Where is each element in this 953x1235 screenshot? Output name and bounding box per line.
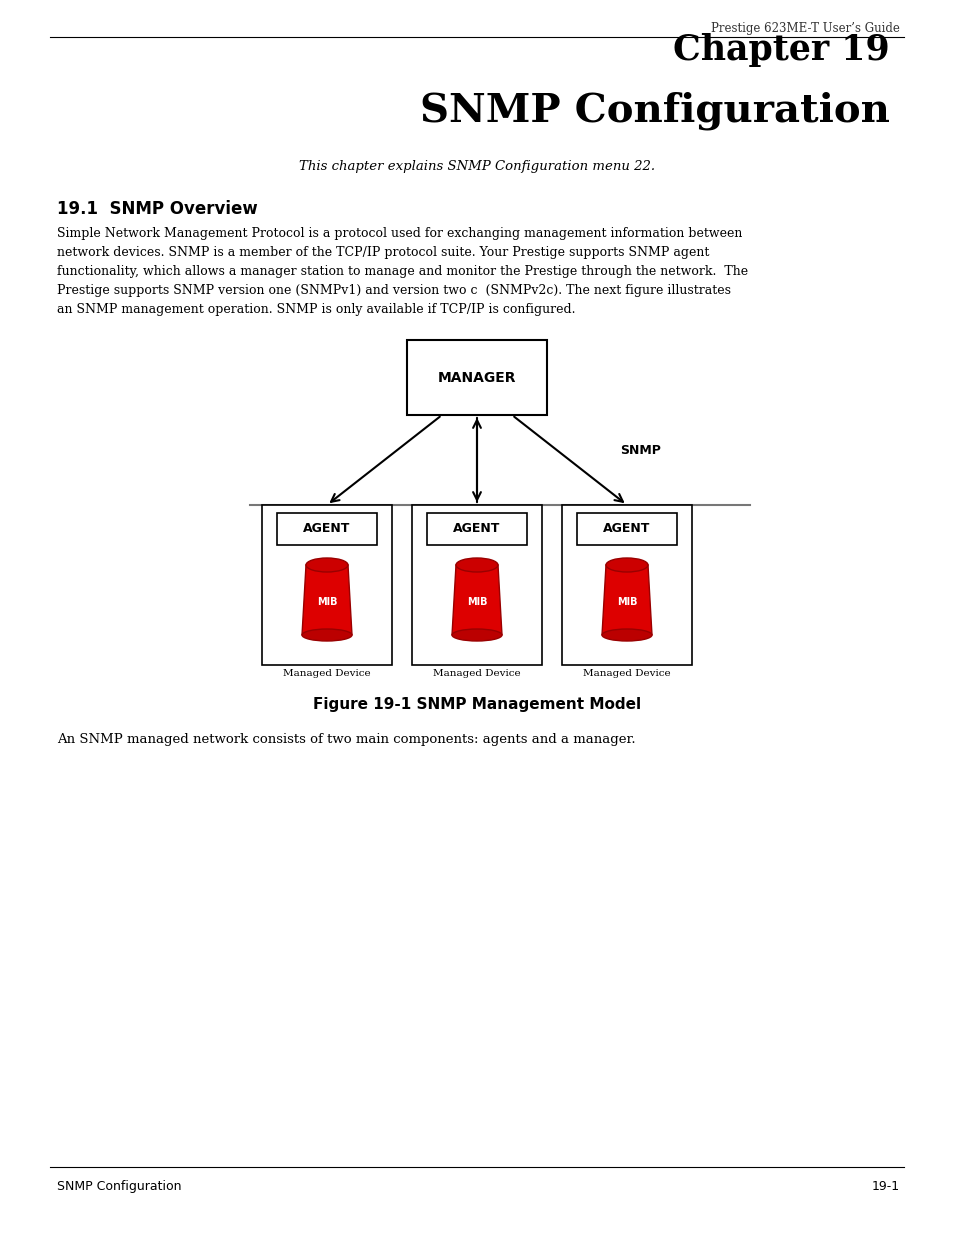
Bar [577, 513, 677, 545]
Text: AGENT: AGENT [303, 522, 351, 536]
Bar [407, 340, 546, 415]
Text: Managed Device: Managed Device [433, 669, 520, 678]
Polygon shape [601, 564, 651, 635]
Text: Managed Device: Managed Device [283, 669, 371, 678]
Ellipse shape [452, 629, 501, 641]
Text: SNMP: SNMP [619, 443, 660, 457]
Text: This chapter explains SNMP Configuration menu 22.: This chapter explains SNMP Configuration… [298, 161, 655, 173]
Text: Figure 19-1 SNMP Management Model: Figure 19-1 SNMP Management Model [313, 697, 640, 713]
Text: SNMP Configuration: SNMP Configuration [57, 1179, 181, 1193]
Text: AGENT: AGENT [602, 522, 650, 536]
Text: 19.1  SNMP Overview: 19.1 SNMP Overview [57, 200, 257, 219]
Text: network devices. SNMP is a member of the TCP/IP protocol suite. Your Prestige su: network devices. SNMP is a member of the… [57, 246, 709, 259]
Polygon shape [452, 564, 501, 635]
Text: MIB: MIB [316, 597, 337, 606]
Text: MIB: MIB [616, 597, 637, 606]
Bar [276, 513, 376, 545]
Text: Chapter 19: Chapter 19 [673, 33, 889, 67]
Text: Prestige 623ME-T User’s Guide: Prestige 623ME-T User’s Guide [710, 22, 899, 35]
Text: Prestige supports SNMP version one (SNMPv1) and version two c  (SNMPv2c). The ne: Prestige supports SNMP version one (SNMP… [57, 284, 730, 296]
Text: Simple Network Management Protocol is a protocol used for exchanging management : Simple Network Management Protocol is a … [57, 227, 741, 240]
Text: 19-1: 19-1 [871, 1179, 899, 1193]
Text: AGENT: AGENT [453, 522, 500, 536]
Ellipse shape [456, 558, 497, 572]
Text: functionality, which allows a manager station to manage and monitor the Prestige: functionality, which allows a manager st… [57, 266, 747, 278]
Bar [412, 505, 541, 664]
Bar [262, 505, 392, 664]
Text: MANAGER: MANAGER [437, 370, 516, 384]
Ellipse shape [601, 629, 651, 641]
Polygon shape [302, 564, 352, 635]
Text: an SNMP management operation. SNMP is only available if TCP/IP is configured.: an SNMP management operation. SNMP is on… [57, 303, 575, 316]
Ellipse shape [306, 558, 348, 572]
Text: SNMP Configuration: SNMP Configuration [419, 91, 889, 130]
Bar [561, 505, 691, 664]
Ellipse shape [605, 558, 647, 572]
Text: Managed Device: Managed Device [582, 669, 670, 678]
Ellipse shape [302, 629, 352, 641]
Text: MIB: MIB [466, 597, 487, 606]
Bar [427, 513, 526, 545]
Text: An SNMP managed network consists of two main components: agents and a manager.: An SNMP managed network consists of two … [57, 734, 635, 746]
